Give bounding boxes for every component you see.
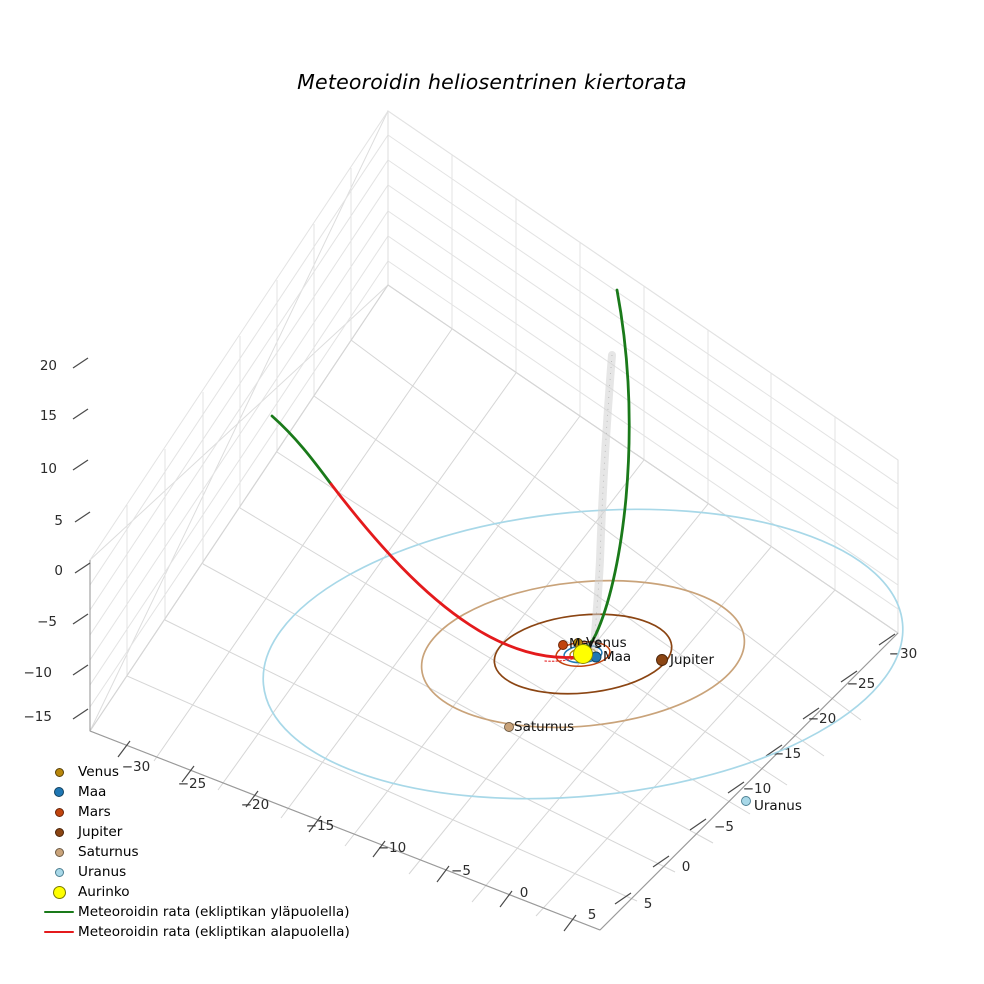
legend: Venus Maa Mars Jupiter Saturnus Uranus Aurinko…	[40, 762, 360, 942]
legend-label-aurinko: Aurinko	[78, 884, 130, 900]
legend-swatch-maa	[40, 787, 78, 797]
legend-swatch-aurinko	[40, 885, 78, 899]
axis-spines	[89, 560, 899, 931]
y-tick-label: −5	[714, 819, 734, 835]
orbit-uranus	[262, 508, 904, 800]
body-marker-mars[interactable]	[558, 640, 568, 650]
z-tick-label: −5	[37, 614, 57, 630]
body-marker-saturnus[interactable]	[504, 722, 514, 732]
legend-item-meteoroid-above[interactable]: Meteoroidin rata (ekliptikan yläpuolella…	[40, 902, 360, 922]
y-tick-label: −10	[743, 781, 772, 797]
page-title: Meteoroidin heliosentrinen kiertorata	[297, 70, 687, 94]
legend-swatch-meteoroid-below	[40, 930, 78, 934]
x-tick-label: −25	[178, 776, 207, 792]
body-label-jupiter: Jupiter	[669, 652, 714, 668]
x-tick-label: −20	[241, 797, 270, 813]
x-tick-label: 5	[588, 907, 597, 923]
legend-label-maa: Maa	[78, 784, 107, 800]
meteoroid-path-above-outbound	[270, 414, 333, 486]
x-tick-labels: −30 −25 −20 −15 −10 −5 0 5	[122, 759, 597, 923]
pane-grid-floor	[89, 284, 899, 931]
z-tick-label: 5	[54, 513, 63, 529]
trajectory-projection	[590, 351, 616, 654]
z-tick-label: 0	[54, 563, 63, 579]
legend-marker-jupiter-icon	[54, 827, 64, 837]
legend-label-mars: Mars	[78, 804, 111, 820]
legend-item-mars[interactable]: Mars	[40, 802, 360, 822]
y-tick-label: −25	[847, 676, 876, 692]
y-axis-ticks	[614, 633, 896, 905]
legend-line-meteoroid-above-icon	[44, 910, 74, 914]
y-tick-label: −15	[773, 746, 802, 762]
x-tick-label: −30	[122, 759, 151, 775]
legend-label-saturnus: Saturnus	[78, 844, 139, 860]
y-tick-labels: −30 −25 −20 −15 −10 −5 0 5	[644, 646, 918, 912]
x-axis-ticks	[117, 740, 577, 932]
legend-item-meteoroid-below[interactable]: Meteoroidin rata (ekliptikan alapuolella…	[40, 922, 360, 942]
legend-item-maa[interactable]: Maa	[40, 782, 360, 802]
legend-marker-aurinko-icon	[52, 885, 66, 899]
meteoroid-path-below-tail	[544, 656, 581, 662]
legend-label-jupiter: Jupiter	[78, 824, 123, 840]
body-marker-jupiter[interactable]	[656, 654, 668, 666]
body-label-uranus: Uranus	[754, 798, 802, 814]
legend-marker-mars-icon	[54, 807, 64, 817]
legend-swatch-venus	[40, 767, 78, 777]
pane-grid-back-right	[387, 110, 899, 634]
y-tick-label: −20	[808, 711, 837, 727]
x-tick-label: −10	[378, 840, 407, 856]
z-tick-label: 10	[40, 461, 57, 477]
legend-marker-uranus-icon	[54, 867, 64, 877]
legend-line-meteoroid-below-icon	[44, 930, 74, 934]
orbit-saturnus	[420, 579, 746, 729]
legend-swatch-jupiter	[40, 827, 78, 837]
z-tick-label: −15	[24, 709, 53, 725]
legend-marker-venus-icon	[54, 767, 64, 777]
meteoroid-path-above	[581, 288, 631, 656]
legend-item-aurinko[interactable]: Aurinko	[40, 882, 360, 902]
x-tick-label: −15	[306, 818, 335, 834]
body-label-venus: Venus	[586, 635, 627, 651]
x-tick-label: −5	[451, 863, 471, 879]
z-tick-labels: 20 15 10 5 0 −5 −10 −15	[24, 358, 64, 725]
z-tick-label: 20	[40, 358, 57, 374]
body-marker-uranus[interactable]	[741, 796, 751, 806]
legend-item-saturnus[interactable]: Saturnus	[40, 842, 360, 862]
legend-label-venus: Venus	[78, 764, 119, 780]
orbit-jupiter	[493, 613, 673, 695]
legend-label-meteoroid-above: Meteoroidin rata (ekliptikan yläpuolella…	[78, 904, 350, 920]
legend-swatch-meteoroid-above	[40, 910, 78, 914]
x-tick-label: 0	[520, 885, 529, 901]
meteoroid-trajectory	[270, 288, 631, 662]
legend-label-uranus: Uranus	[78, 864, 127, 880]
legend-marker-maa-icon	[54, 787, 64, 797]
meteoroid-path-below	[329, 482, 580, 659]
legend-swatch-mars	[40, 807, 78, 817]
body-label-saturnus: Saturnus	[514, 719, 574, 735]
legend-label-meteoroid-below: Meteoroidin rata (ekliptikan alapuolella…	[78, 924, 350, 940]
y-tick-label: 5	[644, 896, 653, 912]
z-axis-ticks	[72, 357, 91, 720]
legend-swatch-saturnus	[40, 847, 78, 857]
z-tick-label: −10	[24, 665, 53, 681]
legend-swatch-uranus	[40, 867, 78, 877]
legend-item-venus[interactable]: Venus	[40, 762, 360, 782]
y-tick-label: 0	[682, 859, 691, 875]
z-tick-label: 15	[40, 408, 57, 424]
y-tick-label: −30	[889, 646, 918, 662]
legend-item-jupiter[interactable]: Jupiter	[40, 822, 360, 842]
body-marker-aurinko[interactable]	[573, 644, 593, 664]
body-label-maa: Maa	[603, 649, 631, 665]
legend-marker-saturnus-icon	[54, 847, 64, 857]
legend-item-uranus[interactable]: Uranus	[40, 862, 360, 882]
